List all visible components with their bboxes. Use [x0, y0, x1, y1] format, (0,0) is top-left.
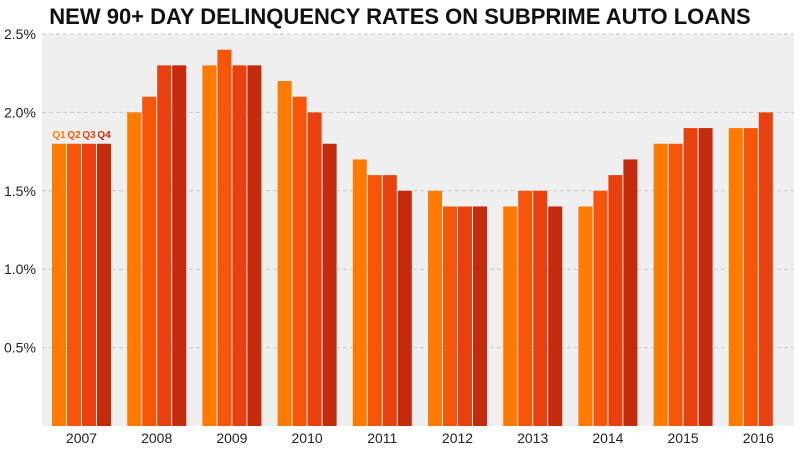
- x-tick-label: 2009: [216, 430, 247, 446]
- bar-2012-q2: [443, 206, 457, 426]
- x-tick-label: 2008: [141, 430, 172, 446]
- bar-2012-q4: [473, 206, 487, 426]
- bar-2011-q2: [367, 175, 382, 426]
- bar-2007-q1: [52, 143, 66, 426]
- bar-2010-q3: [307, 112, 322, 427]
- bar-2015-q4: [698, 128, 713, 426]
- bar-2012-q3: [458, 206, 472, 426]
- bar-2007-q2: [67, 143, 81, 426]
- y-tick-label: 1.0%: [4, 261, 36, 277]
- bar-2008-q3: [157, 65, 172, 427]
- x-tick-label: 2014: [592, 430, 623, 446]
- bar-2009-q1: [202, 65, 217, 427]
- bar-2010-q2: [292, 96, 307, 426]
- quarter-label-q1: Q1: [52, 130, 66, 141]
- y-tick-label: 2.5%: [4, 26, 36, 42]
- y-tick-label: 1.5%: [4, 183, 36, 199]
- bar-2007-q3: [82, 143, 96, 426]
- bars: [52, 49, 773, 427]
- bar-2008-q4: [172, 65, 187, 427]
- x-tick-label: 2007: [66, 430, 97, 446]
- bar-2009-q2: [217, 49, 232, 427]
- bar-2016-q1: [728, 128, 743, 426]
- bar-2014-q4: [623, 159, 638, 426]
- bar-2012-q1: [428, 190, 442, 426]
- y-axis-ticks: 0.5% 1.0% 1.5% 2.0% 2.5%: [4, 26, 36, 356]
- x-tick-label: 2012: [442, 430, 473, 446]
- bar-2013-q1: [503, 206, 518, 426]
- bar-2015-q1: [653, 143, 668, 426]
- bar-2013-q4: [548, 206, 563, 426]
- bar-2015-q3: [683, 128, 698, 426]
- bar-2011-q4: [397, 190, 412, 426]
- x-axis-ticks: 2007 2008 2009 2010 2011 2012 2013 2014 2015 2016: [66, 430, 774, 446]
- quarter-label-q4: Q4: [97, 130, 111, 141]
- bar-2013-q3: [533, 190, 548, 426]
- bar-2009-q4: [247, 65, 262, 427]
- bar-2011-q1: [352, 159, 367, 426]
- quarter-labels: Q1 Q2 Q3 Q4: [52, 130, 111, 141]
- bar-2010-q4: [322, 143, 337, 426]
- y-tick-label: 0.5%: [4, 340, 36, 356]
- y-tick-label: 2.0%: [4, 104, 36, 120]
- x-tick-label: 2013: [517, 430, 548, 446]
- bar-2014-q3: [608, 175, 623, 426]
- bar-2009-q3: [232, 65, 247, 427]
- quarter-label-q3: Q3: [82, 130, 96, 141]
- x-tick-label: 2011: [367, 430, 397, 446]
- chart-title: NEW 90+ DAY DELINQUENCY RATES ON SUBPRIM…: [49, 4, 750, 29]
- x-tick-label: 2010: [292, 430, 323, 446]
- x-tick-label: 2015: [668, 430, 699, 446]
- bar-2010-q1: [277, 81, 292, 426]
- bar-2013-q2: [518, 190, 533, 426]
- bar-2007-q4: [97, 143, 111, 426]
- x-tick-label: 2016: [743, 430, 774, 446]
- bar-2016-q3: [758, 112, 773, 427]
- bar-2008-q1: [127, 112, 142, 427]
- bar-2014-q2: [593, 190, 608, 426]
- bar-2015-q2: [668, 143, 683, 426]
- bar-2014-q1: [578, 206, 593, 426]
- bar-2016-q2: [743, 128, 758, 426]
- quarter-label-q2: Q2: [67, 130, 81, 141]
- bar-2011-q3: [382, 175, 397, 426]
- bar-2008-q2: [142, 96, 157, 426]
